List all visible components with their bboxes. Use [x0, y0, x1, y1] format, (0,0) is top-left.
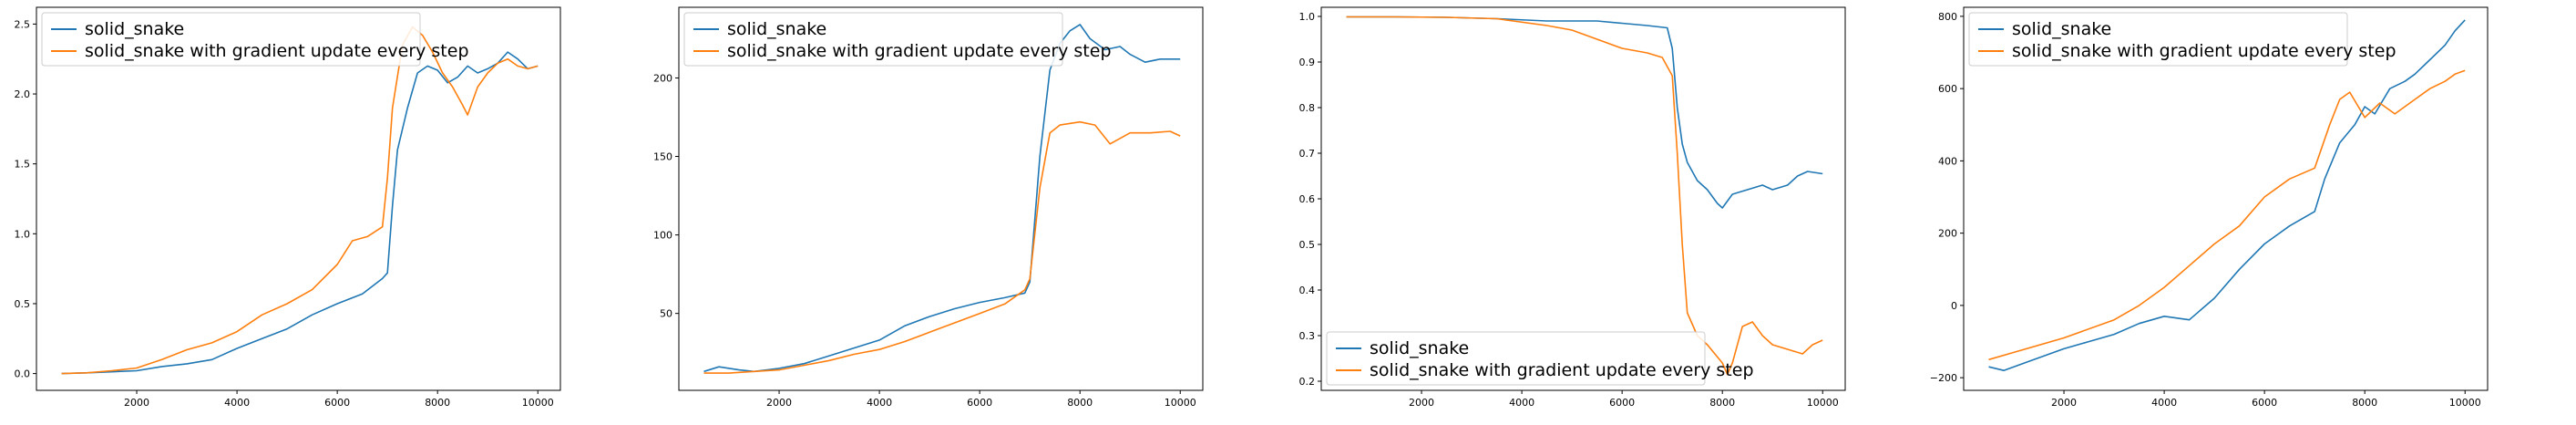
y-tick-label: −200 [1930, 372, 1957, 384]
series-line-1 [1346, 16, 1823, 209]
y-tick-label: 600 [1938, 83, 1957, 95]
x-tick-label: 2000 [124, 397, 149, 409]
x-tick-label: 10000 [1807, 397, 1839, 409]
chart-panel-4: 2000 4000 6000 8000 10000 −200 0 200 400 600 800 so… [1930, 6, 2489, 409]
series-line-2 [1988, 69, 2466, 361]
x-tick-label: 4000 [1509, 397, 1534, 409]
series-line-2 [703, 120, 1181, 374]
chart-panel-2: 2000 4000 6000 8000 10000 50 100 150 200 solid_sn… [653, 6, 1204, 409]
y-tick-label: 200 [1938, 228, 1957, 240]
y-tick-label: 200 [653, 72, 672, 84]
y-tick-label: 800 [1938, 11, 1957, 23]
x-tick-label: 6000 [967, 397, 992, 409]
y-tick-label: 0.9 [1299, 57, 1316, 68]
axes-frame [36, 6, 561, 391]
axes-frame [1963, 6, 2489, 391]
legend-label-1: solid_snake [85, 19, 184, 39]
y-tick-label: 1.5 [15, 159, 31, 171]
chart-panel-3: 2000 4000 6000 8000 10000 0.2 0.3 0.4 0.5 0.6 0.7 0… [1299, 6, 1846, 409]
legend-label-2: solid_snake with gradient update every s… [2012, 41, 2396, 61]
series-line-1 [61, 51, 539, 375]
legend-label-2: solid_snake with gradient update every s… [727, 41, 1112, 61]
x-tick-label: 8000 [425, 397, 450, 409]
y-tick-label: 0.7 [1299, 148, 1316, 160]
y-tick-label: 1.0 [15, 228, 31, 240]
legend-box [1968, 12, 2348, 67]
x-tick-label: 10000 [522, 397, 554, 409]
x-tick-label: 6000 [324, 397, 350, 409]
x-tick-label: 6000 [2252, 397, 2277, 409]
y-tick-label: 0.4 [1299, 285, 1316, 296]
legend-label-1: solid_snake [727, 19, 826, 39]
y-tick-label: 50 [660, 308, 672, 320]
y-tick-label: 0.8 [1299, 102, 1316, 114]
legend-box [683, 12, 1063, 67]
y-tick-label: 0.2 [1299, 376, 1316, 388]
x-tick-label: 4000 [867, 397, 892, 409]
y-tick-label: 100 [653, 230, 672, 242]
series-line-2 [1346, 16, 1823, 376]
x-tick-label: 2000 [1409, 397, 1434, 409]
x-tick-label: 4000 [224, 397, 250, 409]
x-tick-label: 8000 [1067, 397, 1093, 409]
x-tick-label: 10000 [1165, 397, 1196, 409]
legend-label-1: solid_snake [2012, 19, 2111, 39]
x-tick-label: 10000 [2449, 397, 2481, 409]
y-tick-label: 0.5 [1299, 239, 1316, 251]
x-tick-label: 8000 [1709, 397, 1735, 409]
x-tick-label: 2000 [2051, 397, 2077, 409]
y-tick-label: 1.0 [1299, 11, 1316, 23]
series-line-1 [1988, 19, 2466, 371]
y-tick-label: 0 [1951, 300, 1957, 312]
legend-box [1326, 331, 1706, 386]
y-tick-label: 0.5 [15, 298, 31, 310]
y-tick-label: 2.5 [15, 18, 31, 30]
legend-label-2: solid_snake with gradient update every s… [1370, 360, 1754, 380]
legend-label-1: solid_snake [1370, 338, 1469, 358]
y-tick-label: 0.6 [1299, 193, 1316, 205]
y-tick-label: 150 [653, 151, 672, 163]
x-tick-label: 4000 [2151, 397, 2177, 409]
y-tick-label: 0.0 [15, 368, 31, 380]
chart-panel-1: 2000 4000 6000 8000 10000 0.0 0.5 1.0 1.5 2.0 2.5 s… [15, 6, 561, 409]
legend-box [41, 12, 421, 67]
y-tick-label: 2.0 [15, 88, 31, 100]
x-tick-label: 2000 [766, 397, 792, 409]
x-tick-label: 6000 [1609, 397, 1635, 409]
x-tick-label: 8000 [2352, 397, 2377, 409]
y-tick-label: 400 [1938, 155, 1957, 167]
series-line-2 [61, 26, 539, 375]
series-line-1 [703, 24, 1181, 373]
legend-label-2: solid_snake with gradient update every s… [85, 41, 469, 61]
y-tick-label: 0.3 [1299, 330, 1316, 342]
axes-frame [678, 6, 1204, 391]
